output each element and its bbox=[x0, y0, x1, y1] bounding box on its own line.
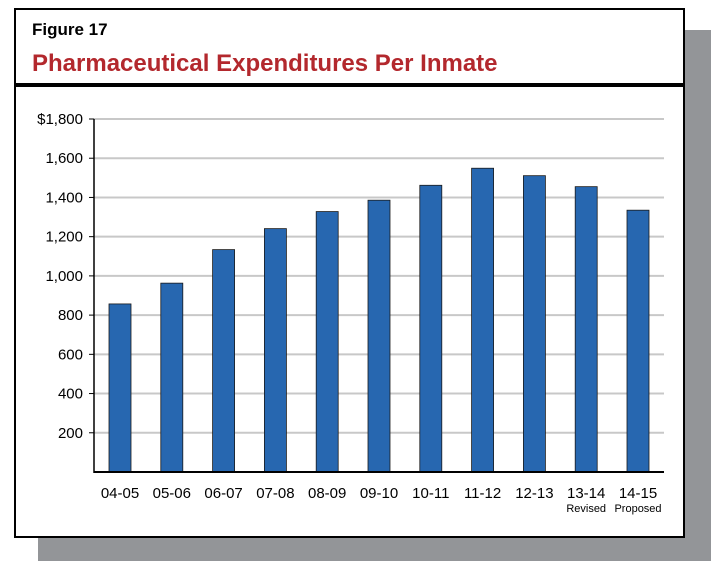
bar-04-05 bbox=[108, 303, 132, 473]
y-tick-label: 800 bbox=[58, 307, 83, 324]
x-tick-label: 12-13 bbox=[515, 485, 553, 502]
bar-13-14 bbox=[574, 186, 598, 473]
chart-title: Pharmaceutical Expenditures Per Inmate bbox=[32, 50, 498, 77]
y-tick-label: 400 bbox=[58, 386, 83, 403]
y-tick-label: 1,400 bbox=[45, 189, 83, 206]
x-tick-label: 05-06 bbox=[153, 485, 191, 502]
x-tick-label: 14-15 bbox=[619, 485, 657, 502]
y-tick-label: 1,000 bbox=[45, 268, 83, 285]
bar-06-07 bbox=[212, 249, 236, 473]
bar-10-11 bbox=[419, 184, 443, 473]
x-tick-label: 09-10 bbox=[360, 485, 398, 502]
bar-09-10 bbox=[367, 199, 391, 473]
x-tick-label: 06-07 bbox=[204, 485, 242, 502]
x-tick-label: 04-05 bbox=[101, 485, 139, 502]
bar-11-12 bbox=[471, 167, 495, 473]
x-tick-sublabel: Revised bbox=[566, 503, 606, 515]
bar-08-09 bbox=[315, 211, 339, 473]
x-tick-label: 07-08 bbox=[256, 485, 294, 502]
bar-12-13 bbox=[523, 175, 546, 473]
y-tick-label: 1,200 bbox=[45, 229, 83, 246]
bar-05-06 bbox=[160, 282, 184, 473]
x-tick-label: 10-11 bbox=[412, 485, 449, 502]
y-tick-label: $1,800 bbox=[37, 111, 83, 128]
x-tick-sublabel: Proposed bbox=[614, 503, 661, 515]
bar-14-15 bbox=[626, 209, 650, 473]
figure-label: Figure 17 bbox=[32, 20, 108, 39]
x-tick-label: 13-14 bbox=[567, 485, 605, 502]
x-tick-label: 11-12 bbox=[464, 485, 501, 502]
bar-07-08 bbox=[263, 228, 287, 473]
y-tick-label: 600 bbox=[58, 346, 83, 363]
y-tick-label: 1,600 bbox=[45, 150, 83, 167]
title-rule bbox=[16, 83, 683, 87]
x-tick-label: 08-09 bbox=[308, 485, 346, 502]
y-tick-label: 200 bbox=[58, 425, 83, 442]
